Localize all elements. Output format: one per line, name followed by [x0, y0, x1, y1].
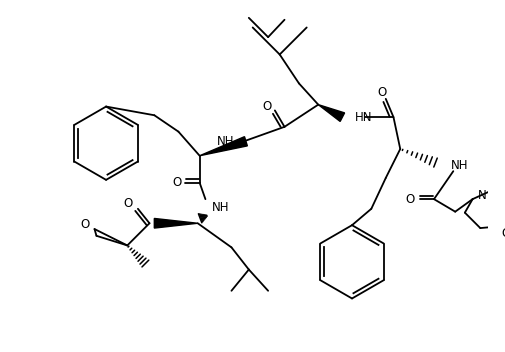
Text: O: O	[123, 197, 133, 210]
Text: HN: HN	[354, 111, 372, 124]
Text: NH: NH	[450, 159, 468, 172]
Text: NH: NH	[212, 201, 229, 214]
Text: O: O	[405, 193, 414, 206]
Polygon shape	[199, 137, 247, 156]
Polygon shape	[318, 105, 344, 121]
Text: O: O	[173, 176, 182, 189]
Text: N: N	[476, 189, 485, 202]
Text: O: O	[377, 86, 386, 99]
Text: O: O	[501, 227, 505, 240]
Text: NH: NH	[217, 135, 234, 148]
Text: O: O	[80, 218, 89, 231]
Polygon shape	[154, 219, 197, 228]
Text: O: O	[262, 100, 271, 113]
